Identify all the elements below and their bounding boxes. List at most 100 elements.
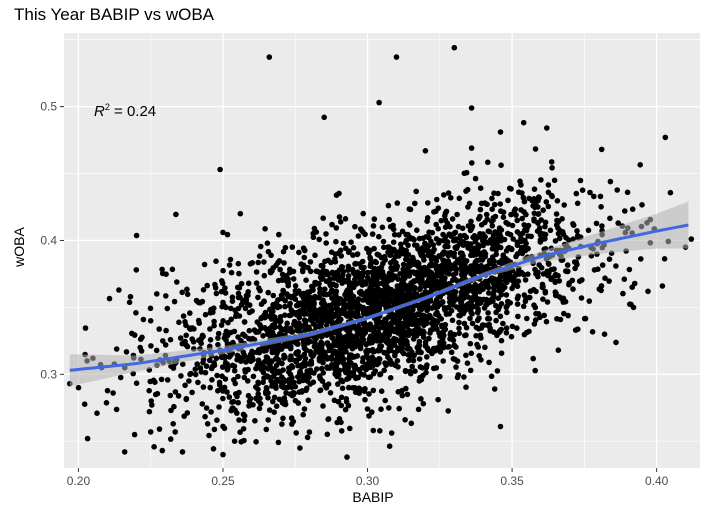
scatter-point [373,259,380,266]
scatter-point [472,281,479,288]
scatter-point [121,449,128,455]
scatter-point [428,256,435,263]
scatter-point [451,292,458,299]
scatter-point [424,307,430,314]
scatter-point [208,409,214,415]
scatter-point [400,266,407,273]
scatter-point [559,216,565,222]
scatter-point [226,262,233,268]
scatter-point [320,215,327,221]
scatter-point [543,318,550,325]
scatter-point [478,335,484,341]
scatter-point [637,162,643,168]
scatter-point [539,281,546,288]
scatter-point [222,285,228,291]
scatter-point [303,318,309,324]
scatter-point [410,357,417,364]
scatter-point [505,197,511,204]
scatter-point [319,365,325,372]
scatter-point [435,396,441,403]
scatter-point [271,394,278,401]
scatter-point [229,298,236,305]
scatter-point [521,209,527,215]
scatter-point [291,379,297,386]
scatter-point [383,303,389,310]
scatter-point [219,364,226,370]
scatter-point [269,368,276,375]
scatter-point [461,320,468,327]
scatter-point [341,356,347,363]
scatter-point [217,166,223,173]
scatter-point [661,255,668,262]
scatter-point [311,343,318,350]
scatter-point [360,355,366,361]
scatter-point [363,281,369,287]
scatter-point [320,370,327,376]
scatter-point [614,187,620,193]
scatter-point [542,219,549,226]
scatter-point [628,301,634,308]
scatter-point [489,195,495,202]
scatter-point [347,288,353,294]
scatter-point [367,374,374,380]
scatter-point [324,340,331,346]
scatter-point [522,277,529,283]
scatter-point [437,339,443,346]
scatter-point [324,431,331,438]
scatter-point [323,291,330,298]
scatter-point [248,336,255,343]
scatter-point [388,276,395,283]
scatter-point [387,260,394,266]
scatter-point [542,288,549,295]
scatter-point [482,234,489,240]
scatter-point [387,223,394,230]
confidence-band [69,201,689,387]
scatter-point [171,403,177,410]
scatter-point [434,196,440,203]
scatter-point [507,270,513,277]
scatter-point [613,263,619,269]
scatter-point [521,292,528,298]
scatter-point [117,374,124,381]
scatter-point [505,245,512,251]
scatter-point [164,305,171,312]
scatter-point [276,303,283,310]
scatter-point [553,211,560,217]
scatter-point [149,402,155,408]
scatter-point [195,317,202,324]
scatter-point [532,367,538,374]
scatter-point [346,311,353,318]
scatter-point [477,251,484,258]
scatter-point [422,148,429,154]
scatter-point [585,227,592,234]
scatter-point [586,298,593,304]
scatter-point [293,350,299,357]
scatter-point [385,202,392,209]
scatter-point [332,371,338,377]
scatter-point [509,222,516,229]
scatter-point [533,288,539,295]
scatter-point [310,379,317,386]
scatter-point [323,231,329,237]
scatter-point [247,261,254,267]
scatter-point [398,332,404,339]
scatter-point [478,200,485,207]
scatter-point [451,44,458,51]
scatter-point [493,280,499,287]
scatter-point [267,268,274,274]
scatter-point [192,371,199,378]
scatter-point [327,390,334,396]
scatter-point [261,298,267,305]
scatter-point [399,387,405,394]
scatter-point [290,391,297,398]
scatter-point [380,238,387,245]
scatter-point [328,306,334,313]
scatter-point [507,231,514,238]
scatter-point [491,288,497,295]
scatter-point [445,408,452,414]
scatter-point [250,373,257,380]
scatter-point [243,359,249,365]
scatter-point [320,403,326,409]
scatter-point [220,318,226,324]
scatter-point [351,354,358,360]
